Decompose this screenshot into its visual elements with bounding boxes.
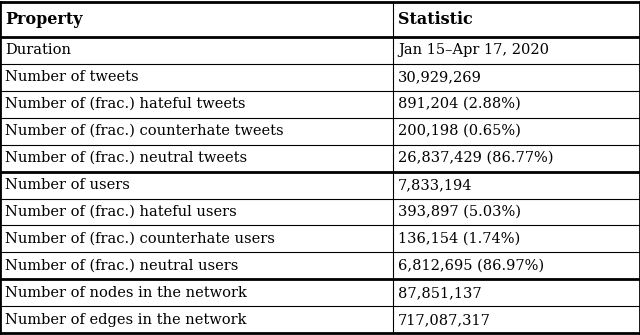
Text: Number of nodes in the network: Number of nodes in the network [5,286,247,300]
Text: 717,087,317: 717,087,317 [398,313,491,327]
Text: Number of users: Number of users [5,178,130,192]
Text: Number of (frac.) counterhate tweets: Number of (frac.) counterhate tweets [5,124,284,138]
Text: Statistic: Statistic [398,11,473,28]
Text: 891,204 (2.88%): 891,204 (2.88%) [398,97,521,111]
Text: 393,897 (5.03%): 393,897 (5.03%) [398,205,521,219]
Text: 7,833,194: 7,833,194 [398,178,472,192]
Text: Number of (frac.) neutral tweets: Number of (frac.) neutral tweets [5,151,247,165]
Text: 136,154 (1.74%): 136,154 (1.74%) [398,232,520,246]
Text: Number of (frac.) counterhate users: Number of (frac.) counterhate users [5,232,275,246]
Text: Number of (frac.) hateful users: Number of (frac.) hateful users [5,205,237,219]
Text: 30,929,269: 30,929,269 [398,70,482,84]
Text: Number of tweets: Number of tweets [5,70,139,84]
Text: Number of edges in the network: Number of edges in the network [5,313,246,327]
Text: Property: Property [5,11,83,28]
Text: 26,837,429 (86.77%): 26,837,429 (86.77%) [398,151,554,165]
Text: Number of (frac.) hateful tweets: Number of (frac.) hateful tweets [5,97,246,111]
Text: 200,198 (0.65%): 200,198 (0.65%) [398,124,521,138]
Text: Number of (frac.) neutral users: Number of (frac.) neutral users [5,259,239,273]
Text: Duration: Duration [5,43,71,57]
Text: 6,812,695 (86.97%): 6,812,695 (86.97%) [398,259,544,273]
Text: 87,851,137: 87,851,137 [398,286,482,300]
Text: Jan 15–Apr 17, 2020: Jan 15–Apr 17, 2020 [398,43,549,57]
